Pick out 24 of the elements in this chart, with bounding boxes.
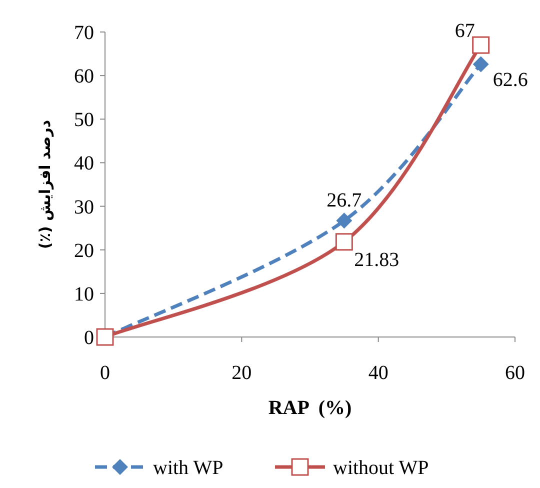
y-tick-label: 60	[74, 66, 94, 88]
legend-label: without WP	[333, 457, 429, 479]
point	[336, 212, 352, 229]
y-tick-label: 70	[74, 22, 94, 44]
data-label: 67	[454, 20, 475, 42]
y-tick-label: 10	[74, 283, 94, 306]
x-tick-label: 40	[368, 362, 388, 384]
x-tick-label: 0	[100, 362, 110, 384]
y-tick-label: 30	[74, 196, 94, 218]
legend-label: with WP	[153, 457, 224, 479]
y-tick-label: 0	[84, 327, 94, 349]
point	[472, 36, 490, 54]
data-label: 21.83	[354, 248, 400, 271]
x-tick-label: 20	[232, 362, 252, 384]
y-axis-title: درصد افزایش (٪)	[36, 120, 54, 250]
x-tick-label: 60	[505, 362, 525, 384]
point	[335, 233, 353, 251]
data-label: 26.7	[326, 190, 362, 212]
y-tick-label: 40	[74, 152, 94, 175]
point	[472, 56, 489, 72]
x-axis-title: RAP (%)	[268, 397, 352, 419]
y-tick-label: 20	[74, 240, 94, 262]
data-label: 62.6	[492, 69, 528, 92]
y-tick-label: 50	[74, 109, 94, 132]
